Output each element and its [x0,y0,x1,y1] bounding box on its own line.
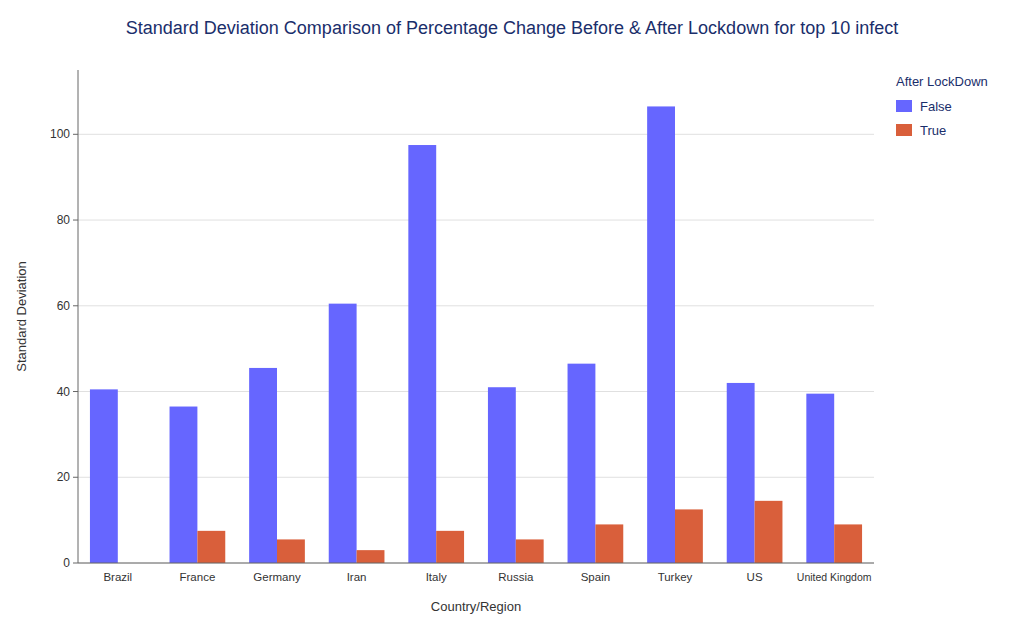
x-tick-label: Brazil [103,571,132,583]
legend-swatch [896,100,912,112]
grid-line [78,563,874,564]
x-tick-label: Russia [498,571,534,583]
bars [90,106,862,563]
bar [90,389,118,563]
bar [329,304,357,563]
x-axis-line [78,563,874,564]
legend-label: False [920,99,952,114]
bar [436,531,464,563]
chart-container: Standard Deviation Comparison of Percent… [0,0,1024,633]
bar [516,539,544,563]
y-tick-label: 20 [57,470,71,484]
bar [755,501,783,563]
y-tick-label: 0 [63,556,70,570]
x-axis-label: Country/Region [431,599,521,614]
x-axis: Brazil France Germany Iran Italy Russia Spain T… [78,563,874,583]
legend: After LockDown False True [896,74,988,138]
bar [568,364,596,563]
y-tick [73,134,78,135]
bar [647,106,675,563]
bar [727,383,755,563]
bar-series [197,501,862,563]
bar [249,368,277,563]
y-tick [73,477,78,478]
bar [408,145,436,563]
bar [170,407,198,563]
grid [78,134,874,563]
x-tick-label: France [180,571,216,583]
y-tick [73,220,78,221]
x-tick-label: US [747,571,763,583]
x-tick-label: Iran [347,571,367,583]
legend-label: True [920,123,946,138]
y-tick [73,391,78,392]
bar [357,550,385,563]
legend-title: After LockDown [896,74,988,89]
y-tick-label: 60 [57,299,71,313]
x-tick-label: Germany [253,571,301,583]
grid-line [78,305,874,306]
y-tick-label: 100 [50,127,70,141]
y-tick [73,305,78,306]
bar [595,524,623,563]
grid-line [78,134,874,135]
x-tick-label: Turkey [658,571,693,583]
y-axis-label: Standard Deviation [14,261,29,372]
bar [675,509,703,563]
y-axis-line [78,70,79,563]
bar-series [90,106,834,563]
x-tick-label: United Kingdom [797,571,872,583]
legend-swatch [896,124,912,136]
y-tick [73,563,78,564]
bar [488,387,516,563]
y-tick-label: 40 [57,385,71,399]
bar [197,531,225,563]
bar [277,539,305,563]
x-tick-label: Spain [581,571,610,583]
chart-title: Standard Deviation Comparison of Percent… [126,18,898,38]
y-axis: 0 20 40 60 80 100 [50,70,78,570]
bar [806,394,834,563]
chart-svg: Standard Deviation Comparison of Percent… [0,0,1024,633]
y-tick-label: 80 [57,213,71,227]
grid-line [78,220,874,221]
bar [834,524,862,563]
x-tick-label: Italy [426,571,447,583]
